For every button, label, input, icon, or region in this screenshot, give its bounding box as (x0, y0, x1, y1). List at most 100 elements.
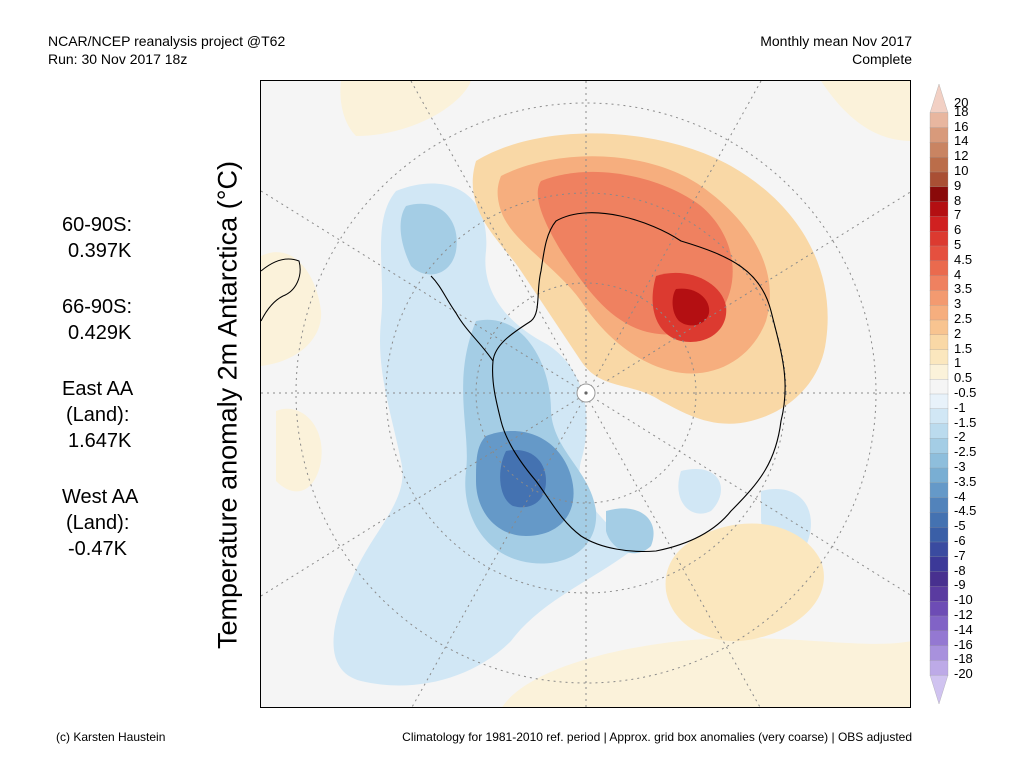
warm-core-max (672, 288, 710, 326)
colorbar-tick-label: -2.5 (954, 444, 977, 460)
colorbar-swatch (929, 408, 949, 425)
stat-value: 0.429K (68, 322, 132, 344)
model-title: NCAR/NCEP reanalysis project @T62 (48, 33, 286, 49)
colorbar-swatch (929, 497, 949, 514)
colorbar-swatch (929, 453, 949, 469)
colorbar-tick-label: -5 (954, 518, 966, 534)
stat-sublabel: (Land): (66, 512, 130, 534)
colorbar-swatch (929, 601, 949, 617)
colorbar: 20 18 16 14 12 10 9 8 7 6 5 4.5 4 3.5 3 2.5 2 1.5 1 0.5 -0.5… (928, 84, 1024, 704)
colorbar-swatch (929, 260, 949, 277)
colorbar-tick-label: -18 (954, 651, 973, 667)
colorbar-tick-label: 7 (954, 207, 962, 223)
stat-60-90s: 60-90S: 0.397K (62, 212, 132, 264)
period-title: Monthly mean Nov 2017 (760, 33, 912, 49)
colorbar-scale (929, 84, 949, 704)
colorbar-swatch (929, 157, 949, 173)
colorbar-swatch (929, 171, 949, 188)
colorbar-tick-label: 3 (954, 296, 962, 312)
colorbar-swatch (929, 541, 949, 558)
colorbar-tick-label: -20 (954, 666, 973, 682)
colorbar-swatch (929, 201, 949, 218)
colorbar-swatch (929, 512, 949, 528)
latitude-circle (295, 102, 877, 684)
stat-66-90s: 66-90S: 0.429K (62, 294, 132, 346)
colorbar-tick-label: -9 (954, 577, 966, 593)
colorbar-tick-label: 0.5 (954, 370, 973, 386)
meridian-line (261, 190, 910, 596)
stat-value: 1.647K (68, 430, 132, 452)
copyright-text: (c) Karsten Haustein (56, 730, 166, 744)
colorbar-tick-label: -1 (954, 399, 966, 415)
colorbar-swatch (929, 127, 949, 144)
colorbar-tick-label: -4.5 (954, 503, 977, 519)
colorbar-swatch (929, 216, 949, 232)
colorbar-tick-label: -8 (954, 562, 966, 578)
antarctica-coastline (492, 212, 786, 552)
colorbar-tick-label: 14 (954, 133, 969, 149)
colorbar-swatch (929, 231, 949, 247)
colorbar-tick-label: 4.5 (954, 251, 973, 267)
colorbar-tick-label: 9 (954, 177, 962, 193)
stat-west-aa: West AA (Land): -0.47K (62, 484, 138, 562)
colorbar-swatch (929, 660, 949, 676)
latitude-circle (385, 192, 787, 594)
pole-dot (584, 391, 588, 395)
stat-label: West AA (62, 486, 139, 508)
colorbar-tick-label: -1.5 (954, 414, 977, 430)
colorbar-tick-label: -4 (954, 488, 966, 504)
colorbar-swatch (929, 364, 949, 380)
colorbar-swatch (929, 349, 949, 366)
colorbar-tick-label: 2 (954, 325, 962, 341)
stat-label: 60-90S: (62, 214, 133, 236)
warm-weak-patch (261, 252, 322, 366)
colorbar-swatch (929, 275, 949, 292)
warm-weak-patch (502, 638, 910, 707)
colorbar-swatch (929, 290, 949, 306)
header-right: Monthly mean Nov 2017 Complete (760, 32, 912, 68)
colorbar-swatch (929, 319, 949, 336)
cold-weak-patch (678, 469, 721, 514)
colorbar-swatch (929, 615, 949, 632)
stat-value: -0.47K (68, 538, 127, 560)
colorbar-tick-label: -6 (954, 533, 966, 548)
colorbar-swatch (929, 630, 949, 647)
colorbar-swatch (929, 527, 949, 543)
header-left: NCAR/NCEP reanalysis project @T62 Run: 3… (48, 32, 285, 68)
colorbar-swatch (929, 245, 949, 262)
graticule (261, 81, 910, 707)
colorbar-tick-label: 2.5 (954, 311, 973, 326)
cold-core-max (500, 450, 546, 508)
y-axis-label: Temperature anomaly 2m Antarctica (°C) (212, 161, 243, 649)
stat-value: 0.397K (68, 240, 132, 262)
colorbar-swatch (929, 379, 949, 395)
stat-label: East AA (62, 378, 134, 400)
colorbar-tick-label: -3.5 (954, 473, 977, 489)
colorbar-tick-label: 20 (954, 95, 969, 110)
colorbar-swatch (929, 571, 949, 588)
stat-label: 66-90S: (62, 296, 133, 318)
colorbar-tick-label: -0.5 (954, 385, 977, 400)
colorbar-swatch (929, 675, 949, 704)
status-text: Complete (852, 51, 912, 67)
colorbar-tick-label: -10 (954, 592, 973, 608)
cold-moderate-patch (400, 203, 457, 275)
cold-moderate-patch (606, 508, 654, 554)
south-america-coastline (261, 258, 301, 322)
colorbar-tick-label: 16 (954, 118, 969, 134)
colorbar-tick-label: 3.5 (954, 281, 973, 297)
peninsula-coastline (430, 275, 494, 362)
colorbar-swatch (929, 423, 949, 440)
colorbar-tick-label: 18 (954, 103, 969, 119)
antarctica-anomaly-map (261, 81, 910, 707)
stat-east-aa: East AA (Land): 1.647K (62, 376, 133, 454)
colorbar-swatch (929, 586, 949, 602)
colorbar-swatch (929, 334, 949, 351)
colorbar-tick-label: 6 (954, 222, 962, 238)
meridian-line (261, 191, 910, 597)
colorbar-tick-label: -3 (954, 459, 966, 474)
colorbar-swatch (929, 393, 949, 410)
warm-weak-patch (821, 81, 910, 141)
colorbar-swatch (929, 84, 949, 113)
colorbar-swatch (929, 645, 949, 662)
